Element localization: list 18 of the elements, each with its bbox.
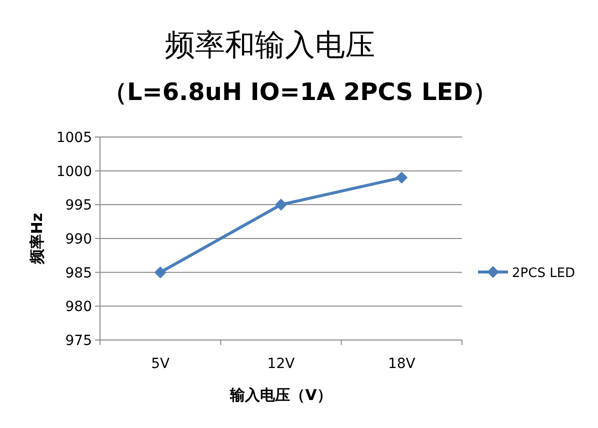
y-tick-label: 980 bbox=[65, 299, 92, 316]
point bbox=[275, 198, 287, 211]
y-tick-label: 975 bbox=[65, 333, 92, 349]
point bbox=[154, 266, 166, 278]
legend-label: 2PCS LED bbox=[512, 266, 576, 281]
y-tick-label: 995 bbox=[65, 198, 92, 214]
y-tick-label: 990 bbox=[65, 232, 92, 248]
y-tick-label: 1000 bbox=[56, 164, 92, 180]
x-axis-title: 输入电压（V） bbox=[229, 386, 332, 404]
y-axis-title: 频率Hz bbox=[28, 212, 46, 266]
chart-title: 频率和输入电压 bbox=[165, 29, 375, 62]
y-tick-label: 985 bbox=[65, 265, 92, 282]
point bbox=[396, 172, 408, 184]
chart-subtitle: （L=6.8uH IO=1A 2PCS LED） bbox=[102, 78, 498, 106]
y-tick-label: 1005 bbox=[56, 130, 92, 146]
x-tick-label: 5V bbox=[151, 356, 170, 372]
x-tick-label: 12V bbox=[267, 356, 296, 372]
x-tick-label: 18V bbox=[388, 356, 416, 372]
